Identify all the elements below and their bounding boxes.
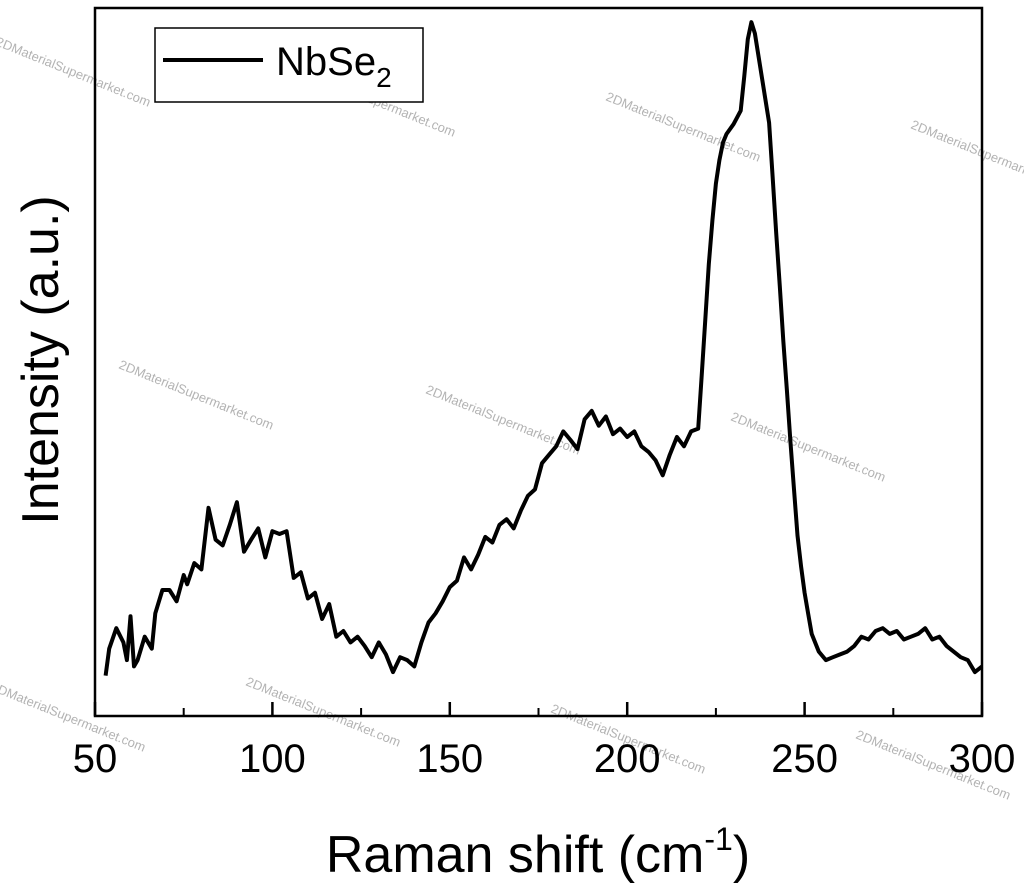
x-tick-label: 250: [771, 737, 838, 781]
x-tick-label: 50: [73, 737, 118, 781]
series-line-nbse2: [103, 20, 984, 676]
legend: NbSe2: [154, 27, 424, 103]
x-axis-ticks: 50 100 150 200 250 300: [73, 702, 1016, 781]
watermark-text: 2DMaterialSupermarket.com: [604, 89, 763, 165]
legend-label-subscript: 2: [376, 62, 392, 93]
x-axis-title: Raman shift (cm-1): [326, 821, 750, 884]
legend-box: [154, 27, 424, 103]
watermark-text: 2DMaterialSupermarket.com: [424, 382, 583, 458]
x-axis-title-close: ): [733, 826, 750, 884]
legend-label-base: NbSe: [276, 40, 376, 84]
x-tick-label: 100: [239, 737, 306, 781]
plot-frame: [93, 6, 984, 718]
x-tick-label: 150: [416, 737, 483, 781]
legend-label-nbse2: NbSe2: [276, 40, 392, 93]
x-axis-title-main: Raman shift (cm: [326, 826, 705, 884]
watermark-text: 2DMaterialSupermarket.com: [909, 117, 1024, 193]
x-tick-label: 200: [594, 737, 661, 781]
x-axis-title-superscript: -1: [704, 821, 732, 857]
x-tick-label: 300: [949, 737, 1016, 781]
watermark-text: 2DMaterialSupermarket.com: [117, 357, 276, 433]
y-axis-title: Intensity (a.u.): [12, 195, 70, 524]
watermark-text: 2DMaterialSupermarket.com: [0, 34, 153, 110]
watermark-layer: 2DMaterialSupermarket.com 2DMaterialSuper…: [0, 34, 1024, 803]
watermark-text: 2DMaterialSupermarket.com: [729, 409, 888, 485]
